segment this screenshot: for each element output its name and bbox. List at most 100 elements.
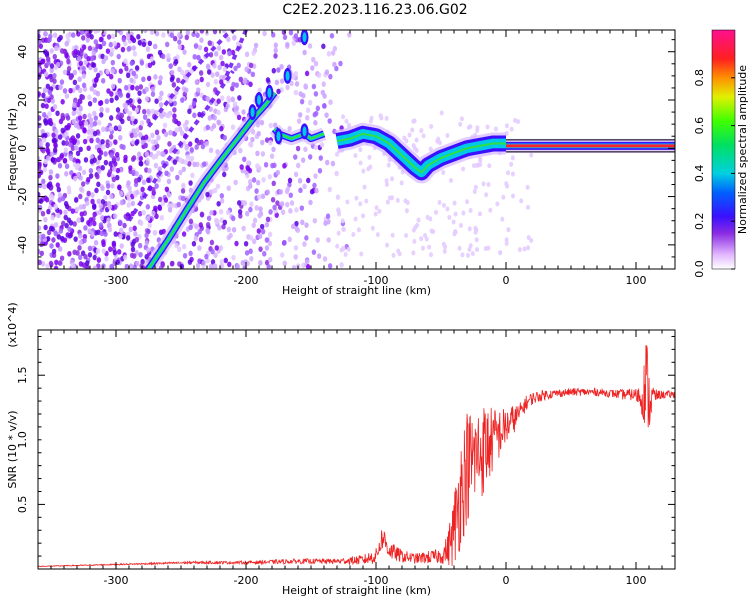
speckle xyxy=(89,137,94,144)
speckle xyxy=(216,119,221,126)
speckle xyxy=(61,220,66,227)
speckle xyxy=(109,263,114,269)
speckle xyxy=(139,60,145,66)
plot-frame xyxy=(37,329,676,570)
speckle xyxy=(81,73,87,79)
speckle xyxy=(130,193,135,200)
speckle xyxy=(146,247,151,253)
speckle xyxy=(168,97,173,104)
speckle xyxy=(138,124,143,131)
speckle xyxy=(113,161,118,167)
speckle xyxy=(81,35,86,41)
speckle xyxy=(105,48,111,54)
speckle xyxy=(266,264,271,269)
speckle xyxy=(293,245,299,251)
speckle xyxy=(142,114,148,120)
speckle xyxy=(445,132,450,138)
speckle xyxy=(158,101,164,108)
speckle xyxy=(104,126,110,133)
speckle xyxy=(351,231,356,237)
speckle xyxy=(60,115,66,121)
speckle xyxy=(234,105,240,112)
speckle xyxy=(308,199,313,206)
speckle xyxy=(189,147,195,153)
speckle xyxy=(146,177,151,183)
speckle xyxy=(192,112,197,119)
speckle xyxy=(177,32,182,38)
speckle xyxy=(188,250,193,257)
speckle xyxy=(187,108,192,115)
speckle xyxy=(177,126,183,132)
speckle xyxy=(133,231,138,237)
speckle xyxy=(310,65,315,71)
speckle xyxy=(87,100,93,107)
speckle xyxy=(117,124,122,131)
speckle xyxy=(42,183,47,190)
speckle xyxy=(245,165,251,172)
y-tick-label: 0.5 xyxy=(16,496,29,514)
speckle xyxy=(227,261,232,268)
x-tick-label: -300 xyxy=(104,574,129,587)
speckle xyxy=(111,176,117,183)
speckle xyxy=(200,143,206,150)
speckle xyxy=(49,94,54,100)
speckle xyxy=(304,70,310,77)
speckle xyxy=(48,204,53,211)
speckle xyxy=(83,59,88,66)
speckle xyxy=(311,56,316,63)
speckle xyxy=(294,81,300,87)
speckle xyxy=(257,194,262,200)
speckle xyxy=(38,155,41,162)
speckle xyxy=(264,137,270,143)
speckle xyxy=(262,30,267,37)
speckle xyxy=(157,166,162,172)
speckle xyxy=(64,52,69,59)
speckle xyxy=(128,263,134,269)
speckle xyxy=(458,222,463,228)
speckle xyxy=(104,98,110,105)
speckle xyxy=(332,45,338,52)
colorbar-tick-label: 0.6 xyxy=(693,117,706,135)
speckle xyxy=(137,90,142,96)
speckle xyxy=(49,261,54,268)
speckle xyxy=(136,151,142,158)
speckle xyxy=(60,195,66,202)
speckle xyxy=(62,88,68,94)
speckle xyxy=(210,248,215,255)
speckle xyxy=(201,260,206,266)
speckle xyxy=(77,87,83,94)
speckle xyxy=(57,260,63,266)
speckle xyxy=(118,219,123,226)
speckle xyxy=(223,106,229,113)
speckle xyxy=(113,231,118,237)
speckle xyxy=(451,219,456,225)
speckle xyxy=(96,198,101,205)
speckle xyxy=(113,139,118,145)
speckle xyxy=(447,215,452,221)
speckle xyxy=(248,206,253,213)
blob-core xyxy=(285,70,290,81)
speckle xyxy=(191,100,197,107)
speckle xyxy=(137,210,143,217)
speckle xyxy=(143,134,149,140)
speckle xyxy=(187,161,192,167)
x-tick-label: -200 xyxy=(234,574,259,587)
speckle xyxy=(134,85,140,92)
speckle xyxy=(127,110,132,117)
speckle xyxy=(230,96,235,103)
speckle xyxy=(123,40,128,47)
speckle xyxy=(328,73,333,80)
speckle xyxy=(265,216,271,223)
speckle xyxy=(86,176,91,183)
speckle xyxy=(123,154,128,161)
speckle xyxy=(53,203,58,210)
speckle xyxy=(154,98,159,104)
speckle xyxy=(153,153,159,160)
speckle xyxy=(65,124,71,131)
speckle xyxy=(172,117,177,124)
speckle xyxy=(294,220,299,227)
speckle xyxy=(171,130,177,137)
speckle xyxy=(391,252,396,258)
speckle xyxy=(434,209,439,215)
speckle xyxy=(249,256,254,262)
